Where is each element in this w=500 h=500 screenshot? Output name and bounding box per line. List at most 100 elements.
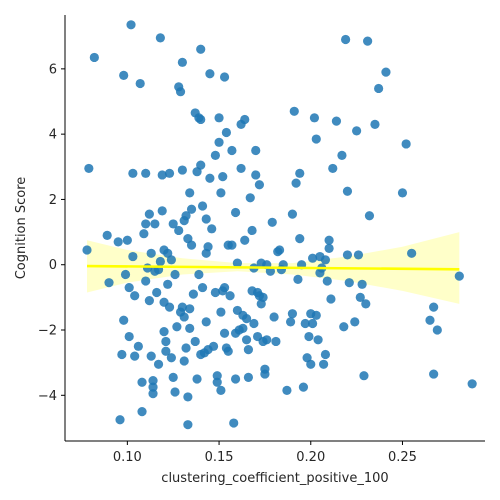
data-point [205, 173, 215, 183]
data-point [181, 211, 191, 221]
data-point [241, 335, 252, 345]
data-point [201, 214, 211, 224]
data-point [183, 420, 193, 430]
data-point [324, 243, 334, 253]
data-point [374, 83, 384, 94]
data-point [304, 331, 314, 342]
data-point [342, 186, 353, 196]
data-point [243, 345, 254, 355]
data-point [141, 219, 151, 229]
data-point [119, 315, 129, 325]
data-point [168, 372, 178, 382]
data-point [282, 385, 292, 395]
data-point [172, 322, 182, 332]
data-point [128, 251, 138, 262]
data-point [190, 336, 200, 347]
data-point [352, 126, 362, 136]
y-tick-label: −4 [38, 389, 57, 404]
data-point [370, 119, 380, 129]
data-point [153, 359, 164, 369]
data-point [467, 379, 477, 389]
data-point [194, 269, 204, 280]
y-tick-label: −2 [38, 324, 57, 339]
data-point [249, 318, 259, 329]
data-point [381, 67, 391, 77]
data-point [135, 78, 145, 89]
data-point [429, 302, 439, 312]
data-point [432, 325, 442, 335]
data-point [205, 69, 215, 79]
data-point [152, 287, 162, 298]
data-point [216, 188, 226, 198]
data-point [245, 193, 255, 203]
y-tick-label: 4 [49, 128, 57, 143]
data-point [285, 317, 296, 327]
data-point [113, 237, 123, 247]
data-point [170, 269, 180, 280]
data-point [401, 139, 411, 149]
data-point [214, 113, 224, 123]
data-point [177, 57, 187, 67]
data-point [214, 137, 224, 147]
data-point [289, 106, 299, 116]
data-point [361, 299, 371, 309]
data-point [84, 163, 94, 174]
data-point [262, 335, 272, 345]
data-point [175, 87, 186, 97]
data-point [179, 312, 189, 322]
data-point [196, 44, 206, 54]
data-point [128, 168, 138, 178]
data-point [311, 134, 321, 144]
data-point [258, 292, 268, 302]
data-point [251, 170, 261, 180]
data-point [311, 310, 321, 320]
data-point [320, 349, 331, 360]
data-point [170, 387, 180, 397]
data-point [148, 376, 158, 386]
data-point [212, 377, 222, 387]
data-point [161, 336, 171, 347]
data-point [221, 127, 231, 138]
data-point [219, 72, 230, 82]
data-point [425, 315, 435, 325]
data-point [130, 351, 140, 361]
data-point [126, 20, 136, 30]
data-point [260, 364, 270, 374]
data-point [308, 253, 318, 263]
data-point [357, 279, 367, 289]
data-point [141, 276, 151, 286]
data-point [208, 341, 219, 351]
data-point [219, 328, 230, 338]
y-tick-label: 0 [49, 258, 57, 273]
data-point [115, 415, 125, 425]
data-point [216, 385, 226, 395]
data-point [155, 33, 165, 43]
data-point [117, 349, 127, 360]
x-axis-ticks: 0.10 0.15 0.20 0.25 [113, 441, 417, 465]
data-point [397, 188, 408, 198]
data-point [407, 248, 417, 258]
data-point [454, 271, 464, 281]
data-point [216, 307, 226, 317]
data-point [102, 230, 112, 240]
data-point [429, 369, 439, 379]
data-point [210, 287, 220, 298]
data-point [186, 240, 197, 250]
data-point [287, 209, 298, 219]
data-point [295, 234, 305, 244]
data-point [308, 318, 318, 329]
data-point [267, 217, 277, 227]
data-point [122, 235, 132, 245]
x-axis-label: clustering_coefficient_positive_100 [161, 471, 388, 486]
data-point [177, 165, 187, 175]
data-point [185, 188, 195, 198]
data-point [124, 282, 134, 293]
y-tick-label: 2 [49, 193, 57, 208]
data-point [197, 282, 208, 293]
data-point [298, 382, 309, 392]
data-point [197, 201, 208, 211]
data-point [166, 255, 176, 265]
data-point [166, 353, 176, 363]
data-point [295, 168, 305, 178]
